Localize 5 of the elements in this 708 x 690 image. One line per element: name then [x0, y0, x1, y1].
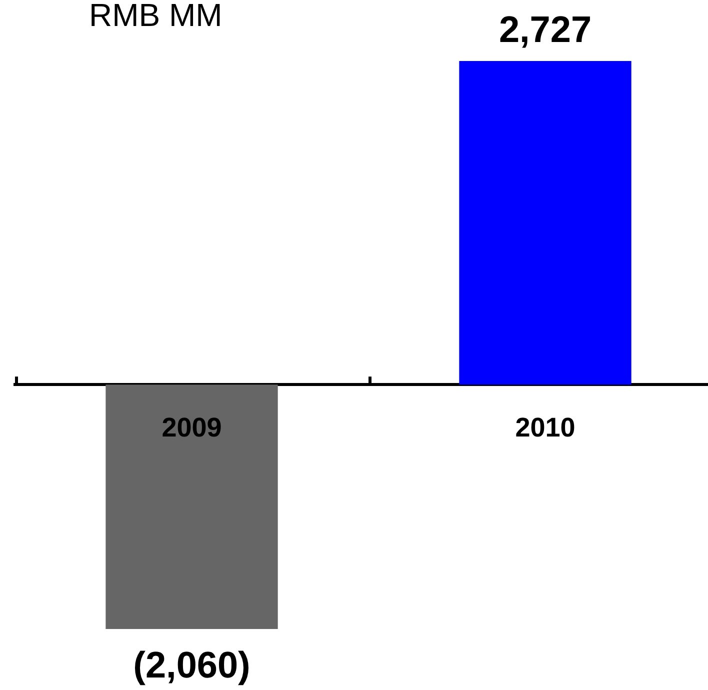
data-label: (2,060): [133, 644, 250, 686]
data-label: 2,727: [498, 9, 592, 50]
y-axis-title: RMB MM: [89, 0, 222, 33]
x-tick-label: 2010: [515, 412, 576, 443]
x-tick-label: 2009: [162, 412, 222, 443]
